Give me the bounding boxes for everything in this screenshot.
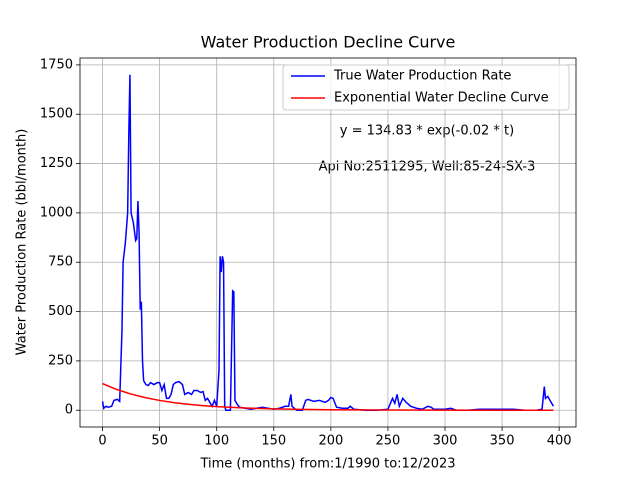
y-tick-label: 500 [48, 304, 73, 319]
y-tick-label: 1000 [40, 205, 73, 220]
x-axis-label: Time (months) from:1/1990 to:12/2023 [199, 457, 455, 472]
y-tick-label: 0 [65, 403, 73, 418]
x-tick-label: 100 [204, 434, 229, 449]
y-tick-label: 250 [48, 353, 73, 368]
plot-frame [79, 57, 577, 428]
x-tick-label: 50 [151, 434, 168, 449]
x-tick-label: 300 [433, 434, 458, 449]
x-tick-label: 400 [547, 434, 572, 449]
series-line [101, 74, 555, 411]
y-tick-label: 1250 [40, 156, 73, 171]
legend-label: Exponential Water Decline Curve [334, 91, 549, 106]
y-tick-label: 1500 [40, 107, 73, 122]
x-tick-label: 250 [376, 434, 401, 449]
x-tick-label: 200 [318, 434, 343, 449]
x-tick-label: 0 [98, 434, 106, 449]
chart-title: Water Production Decline Curve [201, 33, 456, 52]
legend-box [282, 64, 570, 111]
legend: True Water Production Rate Exponential Wa… [282, 64, 570, 111]
annotation: Api No:2511295, Well:85-24-SX-3 [319, 160, 536, 175]
series-line [102, 382, 554, 411]
x-tick-label: 150 [261, 434, 286, 449]
y-axis-label: Water Production Rate (bbl/month) [15, 129, 30, 356]
legend-label: True Water Production Rate [333, 69, 511, 84]
annotation: y = 134.83 * exp(-0.02 * t) [340, 124, 514, 139]
y-tick-label: 1750 [40, 57, 73, 72]
x-tick-label: 350 [490, 434, 515, 449]
y-tick-label: 750 [48, 255, 73, 270]
